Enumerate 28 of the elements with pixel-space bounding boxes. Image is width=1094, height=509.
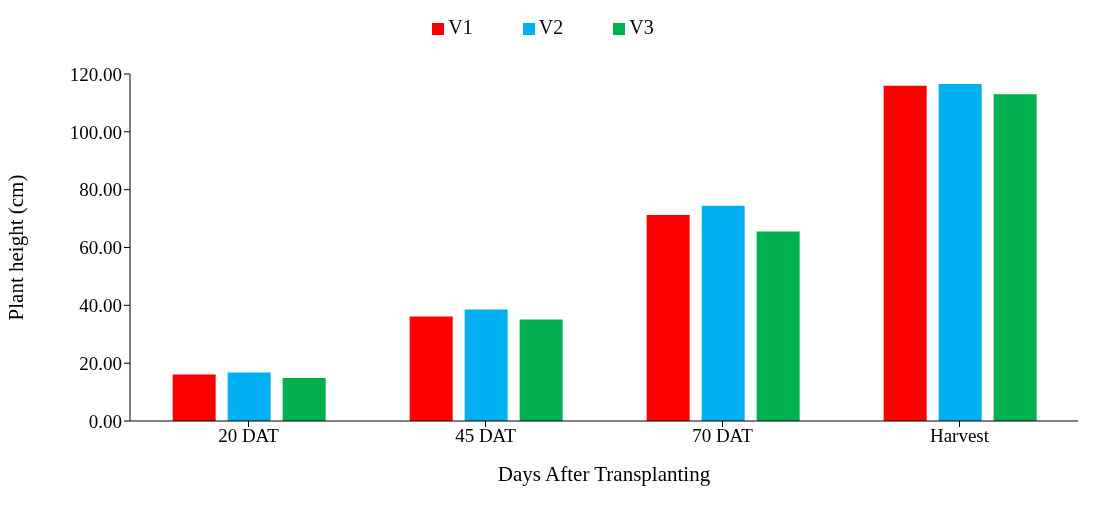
y-tick-label: 60.00: [79, 237, 122, 259]
bar: [938, 84, 982, 421]
legend-label: V1: [448, 16, 473, 38]
y-tick-label: 80.00: [79, 179, 122, 201]
x-axis-title: Days After Transplanting: [497, 462, 711, 486]
x-tick-label: 70 DAT: [692, 425, 754, 447]
bar: [172, 374, 216, 421]
legend-label: V2: [538, 16, 564, 38]
y-tick-label: 120.00: [69, 63, 122, 85]
y-tick-label: 40.00: [79, 295, 122, 317]
y-tick-label: 0.00: [88, 410, 122, 432]
y-tick-label: 20.00: [79, 352, 122, 374]
bar: [227, 372, 271, 421]
bar: [646, 215, 690, 421]
bar: [756, 231, 800, 421]
bar: [464, 309, 508, 421]
y-axis-title: Plant height (cm): [4, 174, 29, 321]
x-tick-label: 45 DAT: [455, 425, 517, 447]
bar: [993, 94, 1037, 421]
x-tick-label: 20 DAT: [218, 425, 280, 447]
bar: [883, 85, 927, 421]
x-tick-label: Harvest: [929, 425, 990, 447]
y-tick-label: 100.00: [69, 121, 122, 143]
bar: [701, 205, 745, 421]
legend-label: V3: [629, 16, 654, 38]
bar: [519, 319, 563, 421]
bar: [282, 377, 326, 421]
bar: [409, 316, 453, 421]
